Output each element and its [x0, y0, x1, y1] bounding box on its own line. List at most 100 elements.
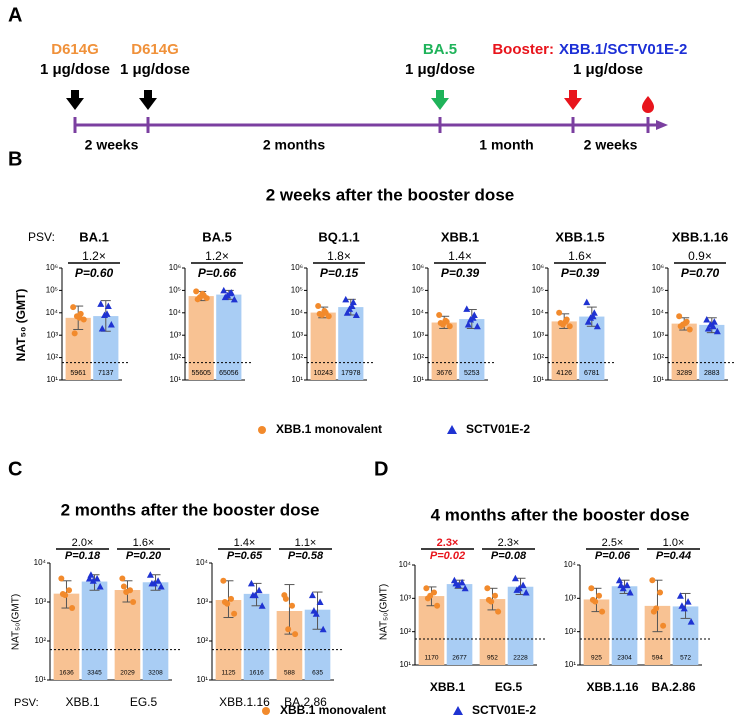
- event-text: 1 μg/dose: [120, 61, 190, 78]
- fold-change: 2.0×: [72, 537, 94, 549]
- prefix: PSV:: [14, 697, 39, 709]
- data-point: [310, 607, 318, 614]
- data-point: [461, 584, 469, 592]
- y-tick-label: 10¹: [169, 375, 181, 384]
- y-tick-label: 10²: [169, 353, 181, 362]
- data-point: [588, 585, 595, 592]
- y-tick-label: 10²: [652, 353, 664, 362]
- y-tick-label: 10¹: [291, 375, 303, 384]
- y-tick-label: 10²: [34, 636, 46, 645]
- data-point: [199, 290, 206, 297]
- event-text: XBB.1/SCTV01E-2: [559, 41, 687, 58]
- bar: [81, 581, 108, 680]
- data-point: [434, 602, 441, 609]
- value-label: 1636: [59, 670, 74, 677]
- data-point: [615, 576, 623, 584]
- data-point: [230, 295, 238, 303]
- data-point: [562, 318, 569, 325]
- data-point: [583, 298, 591, 306]
- fold-change: 0.9×: [688, 249, 712, 263]
- data-point: [495, 608, 502, 615]
- y-tick-label: 10²: [46, 353, 58, 362]
- y-tick-label: 10⁵: [652, 286, 664, 295]
- y-tick-label: 10²: [532, 353, 544, 362]
- category-label: XBB.1: [441, 229, 479, 244]
- data-point: [684, 598, 692, 605]
- p-value: P=0.39: [441, 266, 480, 280]
- data-point: [130, 599, 137, 605]
- category-label: BA.5: [202, 229, 232, 244]
- y-tick-label: 10¹: [34, 675, 46, 684]
- y-axis-title: NAT₅₀ (GMT): [14, 289, 28, 362]
- data-point: [676, 592, 684, 599]
- data-point: [258, 602, 266, 609]
- data-point: [617, 581, 625, 589]
- p-value: P=0.58: [288, 550, 324, 562]
- bar: [611, 586, 638, 665]
- data-point: [282, 595, 289, 602]
- data-point: [703, 316, 711, 323]
- category-label: XBB.1.16: [672, 229, 728, 244]
- fold-change: 1.1×: [295, 537, 317, 549]
- interval-label: 2 weeks: [584, 137, 638, 153]
- y-tick-label: 10²: [196, 636, 208, 645]
- y-tick-label: 10⁴: [412, 308, 425, 317]
- data-point: [596, 592, 603, 599]
- p-value: P=0.02: [430, 550, 465, 562]
- endpoint-drop: [642, 96, 654, 113]
- data-point: [492, 592, 499, 599]
- y-tick-label: 10⁵: [532, 286, 544, 295]
- data-point: [226, 289, 234, 297]
- y-tick-label: 10¹: [412, 375, 424, 384]
- data-point: [593, 322, 601, 330]
- data-point: [566, 323, 573, 330]
- value-label: 952: [487, 655, 498, 662]
- value-label: 17978: [341, 370, 361, 377]
- y-tick-label: 10⁴: [46, 308, 59, 317]
- data-point: [76, 314, 83, 321]
- data-point: [193, 288, 200, 295]
- fold-change: 2.3×: [437, 537, 459, 549]
- data-point: [103, 310, 111, 317]
- value-label: 594: [652, 655, 663, 662]
- data-point: [325, 313, 332, 320]
- data-point: [203, 295, 210, 302]
- value-label: 6781: [584, 370, 600, 377]
- data-point: [148, 579, 156, 587]
- y-tick-label: 10²: [564, 627, 576, 636]
- data-point: [231, 610, 238, 617]
- data-point: [660, 622, 667, 629]
- prefix: PSV:: [28, 230, 55, 244]
- data-point: [424, 595, 431, 602]
- event-text: D614G: [51, 41, 99, 58]
- y-tick-label: 10⁶: [532, 263, 544, 272]
- y-tick-label: 10⁶: [652, 263, 664, 272]
- y-tick-label: 10³: [652, 330, 664, 339]
- data-point: [452, 579, 460, 587]
- interval-label: 2 weeks: [85, 137, 139, 153]
- data-point: [704, 324, 712, 332]
- data-point: [342, 295, 350, 303]
- value-label: 1616: [249, 670, 264, 677]
- data-point: [519, 581, 527, 589]
- data-point: [255, 586, 263, 594]
- bar: [507, 586, 534, 665]
- event-text: 1 μg/dose: [573, 61, 643, 78]
- y-tick-label: 10⁶: [412, 263, 424, 272]
- bar: [338, 307, 364, 380]
- category-label: XBB.1.16: [219, 695, 270, 709]
- p-value: P=0.66: [198, 266, 237, 280]
- y-axis-title: NAT₅₀(GMT): [379, 584, 390, 640]
- y-tick-label: 10²: [412, 353, 424, 362]
- y-tick-label: 10²: [291, 353, 303, 362]
- data-point: [556, 309, 563, 316]
- value-label: 588: [284, 670, 295, 677]
- fold-change: 2.3×: [498, 537, 520, 549]
- fold-change: 1.6×: [133, 537, 155, 549]
- value-label: 925: [591, 655, 602, 662]
- bar: [446, 584, 473, 665]
- data-point: [473, 322, 481, 330]
- data-point: [220, 286, 228, 294]
- y-tick-label: 10³: [46, 330, 58, 339]
- fold-change: 1.4×: [448, 249, 472, 263]
